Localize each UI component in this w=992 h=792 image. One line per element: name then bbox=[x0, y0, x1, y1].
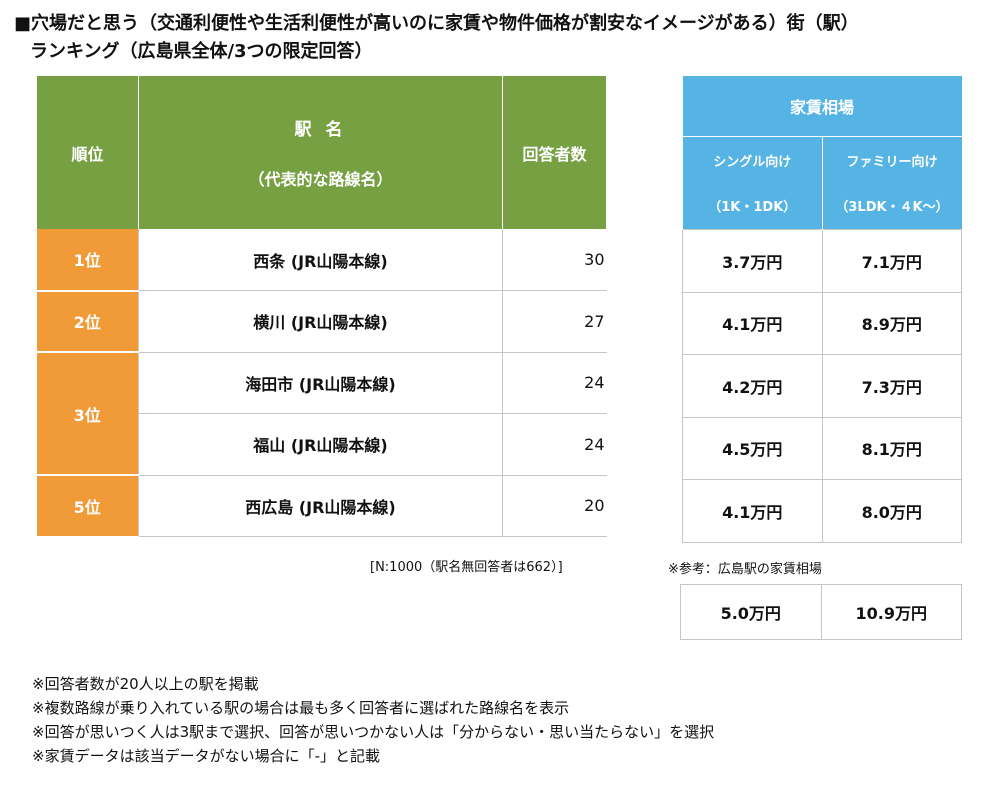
station-cell: 西条 (JR山陽本線) bbox=[138, 229, 503, 291]
table-row: 3位 海田市 (JR山陽本線) 24 bbox=[36, 352, 607, 476]
station-cell: 西広島 (JR山陽本線) bbox=[138, 475, 503, 537]
header-family: ファミリー向け （3LDK・４K～） bbox=[821, 136, 962, 230]
footnote: ※家賃データは該当データがない場合に「-」と記載 bbox=[32, 747, 380, 765]
table-row: 2位 横川 (JR山陽本線) 27 bbox=[36, 290, 607, 353]
single-rent-cell: 4.1万円 bbox=[682, 291, 823, 355]
station-cell: 福山 (JR山陽本線) bbox=[138, 413, 503, 476]
page-title: ■穴場だと思う（交通利便性や生活利便性が高いのに家賃や物件価格が割安なイメージが… bbox=[14, 10, 984, 66]
single-rent-cell: 3.7万円 bbox=[682, 229, 823, 293]
header-family-label: ファミリー向け bbox=[846, 155, 938, 170]
header-station-main: 駅 名 bbox=[294, 120, 347, 140]
single-rent-cell: 4.5万円 bbox=[682, 416, 823, 480]
single-rent-cell: 4.1万円 bbox=[682, 479, 823, 543]
count-cell: 24 bbox=[502, 352, 607, 414]
count-cell: 20 bbox=[502, 475, 607, 537]
count-cell: 27 bbox=[502, 290, 607, 353]
reference-table: 5.0万円 10.9万円 bbox=[680, 584, 962, 640]
table-row: 3.7万円 7.1万円 bbox=[682, 229, 962, 293]
title-line-1: ■穴場だと思う（交通利便性や生活利便性が高いのに家賃や物件価格が割安なイメージが… bbox=[14, 13, 859, 34]
ranking-table: 順位 駅 名 （代表的な路線名） 回答者数 1位 西条 (JR山陽本線) 30 … bbox=[36, 76, 607, 538]
rent-table: 家賃相場 シングル向け （1K・1DK） ファミリー向け （3LDK・４K～） … bbox=[682, 76, 962, 543]
table-row: 4.1万円 8.0万円 bbox=[682, 479, 962, 543]
table-row: 1位 西条 (JR山陽本線) 30 bbox=[36, 229, 607, 292]
footnote: ※回答者数が20人以上の駅を掲載 bbox=[32, 675, 259, 693]
header-rank: 順位 bbox=[36, 76, 139, 229]
footnote: ※回答が思いつく人は3駅まで選択、回答が思いつかない人は「分からない・思い当たら… bbox=[32, 723, 715, 741]
reference-single-cell: 5.0万円 bbox=[680, 584, 822, 640]
reference-family-cell: 10.9万円 bbox=[820, 584, 962, 640]
footnote: ※複数路線が乗り入れている駅の場合は最も多く回答者に選ばれた路線名を表示 bbox=[32, 699, 570, 717]
header-station-sub: （代表的な路線名） bbox=[248, 170, 393, 189]
reference-label: ※参考：広島駅の家賃相場 bbox=[668, 562, 822, 577]
rent-header-row: 家賃相場 bbox=[682, 76, 962, 137]
station-cell: 海田市 (JR山陽本線) bbox=[138, 352, 503, 414]
table-row: 5.0万円 10.9万円 bbox=[680, 584, 962, 640]
sample-size-note: [N:1000（駅名無回答者は662）] bbox=[370, 560, 563, 575]
header-count: 回答者数 bbox=[502, 76, 607, 229]
ranking-header-row: 順位 駅 名 （代表的な路線名） 回答者数 bbox=[36, 76, 607, 229]
table-row: 4.5万円 8.1万円 bbox=[682, 416, 962, 480]
single-rent-cell: 4.2万円 bbox=[682, 354, 823, 418]
station-cell: 横川 (JR山陽本線) bbox=[138, 290, 503, 353]
footnotes: ※回答者数が20人以上の駅を掲載 ※複数路線が乗り入れている駅の場合は最も多く回… bbox=[32, 672, 714, 768]
rank-cell: 2位 bbox=[36, 290, 139, 353]
header-family-type: （3LDK・４K～） bbox=[835, 200, 949, 215]
rank-cell: 5位 bbox=[36, 475, 139, 538]
table-row: 4.2万円 7.3万円 bbox=[682, 354, 962, 418]
table-row: 5位 西広島 (JR山陽本線) 20 bbox=[36, 475, 607, 538]
header-single-type: （1K・1DK） bbox=[708, 200, 797, 215]
count-cell: 24 bbox=[502, 413, 607, 476]
family-rent-cell: 8.0万円 bbox=[821, 479, 962, 543]
family-rent-cell: 7.1万円 bbox=[821, 229, 962, 293]
family-rent-cell: 8.9万円 bbox=[821, 291, 962, 355]
table-row: 福山 (JR山陽本線) 24 bbox=[37, 413, 607, 476]
title-line-2: ランキング（広島県全体/3つの限定回答） bbox=[30, 41, 373, 62]
header-single: シングル向け （1K・1DK） bbox=[682, 136, 822, 230]
table-row: 4.1万円 8.9万円 bbox=[682, 291, 962, 355]
header-single-label: シングル向け bbox=[713, 155, 792, 170]
header-rent: 家賃相場 bbox=[682, 76, 962, 137]
header-station: 駅 名 （代表的な路線名） bbox=[138, 76, 503, 229]
family-rent-cell: 8.1万円 bbox=[821, 416, 962, 480]
count-cell: 30 bbox=[502, 229, 607, 291]
rank-cell: 1位 bbox=[36, 229, 139, 292]
rent-subheader-row: シングル向け （1K・1DK） ファミリー向け （3LDK・４K～） bbox=[682, 136, 962, 230]
rank-cell: 3位 bbox=[36, 352, 139, 476]
family-rent-cell: 7.3万円 bbox=[821, 354, 962, 418]
